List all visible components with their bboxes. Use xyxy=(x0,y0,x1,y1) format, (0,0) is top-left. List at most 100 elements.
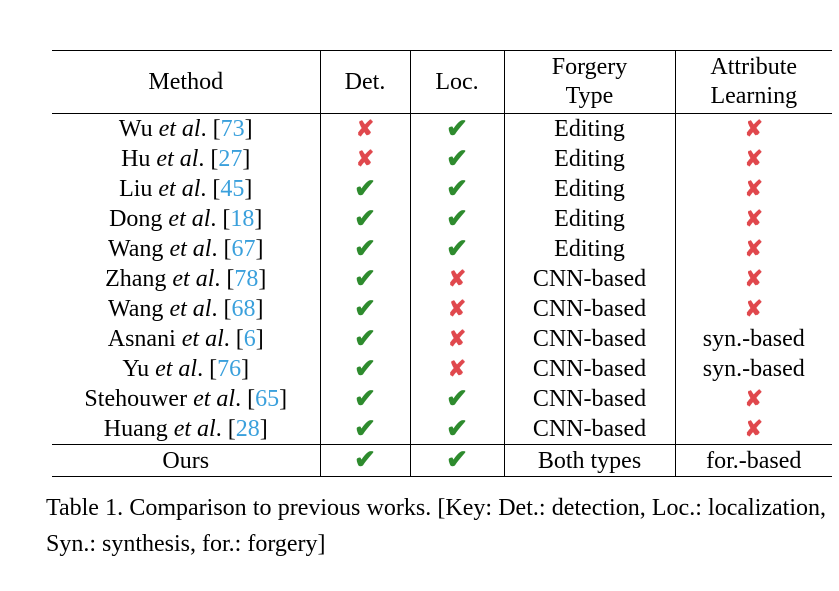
et-al: et al xyxy=(181,326,224,352)
cross-icon: ✘ xyxy=(744,416,763,441)
table-row: Yu et al. [76] ✔ ✘ CNN-based syn.-based xyxy=(52,354,832,384)
header-attr-line1: Attribute xyxy=(710,54,798,80)
method-name: Dong xyxy=(109,206,163,232)
citation-link[interactable]: [76] xyxy=(209,356,250,382)
citation-number[interactable]: 73 xyxy=(220,116,245,142)
header-forgery-type: Forgery Type xyxy=(504,50,676,114)
citation-link[interactable]: [67] xyxy=(223,236,264,262)
citation-link[interactable]: [78] xyxy=(226,266,267,292)
loc-cell: ✔ xyxy=(410,414,505,445)
et-al-dot: . xyxy=(215,416,222,442)
et-al-dot: . xyxy=(197,356,204,382)
table-row: Zhang et al. [78] ✔ ✘ CNN-based ✘ xyxy=(52,264,832,294)
attr-cell: ✘ xyxy=(675,414,832,445)
loc-cell-ours: ✔ xyxy=(410,444,505,477)
check-icon: ✔ xyxy=(446,233,468,263)
citation-number[interactable]: 78 xyxy=(234,266,259,292)
method-cell: Wang et al. [68] xyxy=(52,294,321,324)
comparison-table: Method Det. Loc. Forgery Type Attribute … xyxy=(52,50,832,477)
check-icon: ✔ xyxy=(354,173,376,203)
table-ours-body: Ours ✔ ✔ Both types for.-based xyxy=(52,444,832,477)
citation-link[interactable]: [73] xyxy=(212,116,253,142)
et-al: et al xyxy=(169,296,212,322)
table-row-ours: Ours ✔ ✔ Both types for.-based xyxy=(52,444,832,477)
et-al: et al xyxy=(173,416,216,442)
type-cell: Editing xyxy=(504,174,676,204)
method-name: Wang xyxy=(108,296,164,322)
citation-number[interactable]: 18 xyxy=(230,206,255,232)
check-icon: ✔ xyxy=(354,203,376,233)
attr-cell: syn.-based xyxy=(675,354,832,384)
et-al-dot: . xyxy=(198,146,205,172)
et-al-dot: . xyxy=(235,386,242,412)
et-al: et al xyxy=(193,386,236,412)
citation-number[interactable]: 76 xyxy=(217,356,242,382)
type-cell-ours: Both types xyxy=(504,444,676,477)
type-cell: CNN-based xyxy=(504,384,676,414)
citation-link[interactable]: [6] xyxy=(235,326,264,352)
et-al: et al xyxy=(155,356,198,382)
method-cell: Dong et al. [18] xyxy=(52,204,321,234)
method-cell: Wang et al. [67] xyxy=(52,234,321,264)
citation-link[interactable]: [18] xyxy=(222,206,263,232)
attr-cell: ✘ xyxy=(675,264,832,294)
citation-number[interactable]: 65 xyxy=(255,386,280,412)
cross-icon: ✘ xyxy=(744,236,763,261)
citation-link[interactable]: [45] xyxy=(212,176,253,202)
attr-cell: ✘ xyxy=(675,114,832,145)
attr-cell: ✘ xyxy=(675,144,832,174)
check-icon: ✔ xyxy=(446,113,468,143)
attr-cell: ✘ xyxy=(675,234,832,264)
loc-cell: ✘ xyxy=(410,324,505,354)
cross-icon: ✘ xyxy=(744,296,763,321)
det-cell: ✔ xyxy=(320,173,411,204)
header-forgery-type-line2: Type xyxy=(565,83,614,109)
loc-cell: ✔ xyxy=(410,113,505,144)
det-cell: ✔ xyxy=(320,384,411,414)
det-cell: ✘ xyxy=(320,144,411,174)
method-name: Wang xyxy=(108,236,164,262)
det-cell: ✘ xyxy=(320,113,411,144)
type-cell: CNN-based xyxy=(504,354,676,384)
comparison-table-container: Method Det. Loc. Forgery Type Attribute … xyxy=(52,50,832,477)
cross-icon: ✘ xyxy=(447,326,467,351)
header-method: Method xyxy=(52,50,321,114)
header-det: Det. xyxy=(320,50,411,114)
type-cell: Editing xyxy=(504,234,676,264)
attr-cell: syn.-based xyxy=(675,324,832,354)
check-icon: ✔ xyxy=(354,445,376,474)
method-cell: Stehouwer et al. [65] xyxy=(52,384,321,414)
et-al-dot: . xyxy=(214,266,221,292)
type-cell: Editing xyxy=(504,204,676,234)
table-header-row: Method Det. Loc. Forgery Type Attribute … xyxy=(52,50,832,114)
citation-number[interactable]: 45 xyxy=(220,176,245,202)
check-icon: ✔ xyxy=(446,173,468,203)
attr-cell: ✘ xyxy=(675,204,832,234)
check-icon: ✔ xyxy=(354,353,376,383)
citation-link[interactable]: [65] xyxy=(247,386,288,412)
citation-number[interactable]: 6 xyxy=(243,326,256,352)
citation-number[interactable]: 68 xyxy=(231,296,256,322)
method-cell: Wu et al. [73] xyxy=(52,113,321,144)
et-al: et al xyxy=(168,206,211,232)
citation-number[interactable]: 28 xyxy=(235,416,260,442)
method-cell: Asnani et al. [6] xyxy=(52,324,321,354)
citation-number[interactable]: 27 xyxy=(218,146,243,172)
table-row: Stehouwer et al. [65] ✔ ✔ CNN-based ✘ xyxy=(52,384,832,414)
cross-icon: ✘ xyxy=(447,296,467,321)
det-cell: ✔ xyxy=(320,234,411,264)
cross-icon: ✘ xyxy=(744,116,763,141)
et-al: et al xyxy=(172,266,215,292)
citation-link[interactable]: [68] xyxy=(223,296,264,322)
citation-number[interactable]: 67 xyxy=(231,236,256,262)
citation-link[interactable]: [27] xyxy=(210,146,251,172)
attr-cell: ✘ xyxy=(675,174,832,204)
det-cell: ✔ xyxy=(320,203,411,234)
header-loc: Loc. xyxy=(410,50,505,114)
method-name: Stehouwer xyxy=(84,386,188,412)
table-body: Wu et al. [73] ✘ ✔ Editing ✘ Hu et al. [27] ✘ ✔… xyxy=(52,113,832,445)
header-forgery-type-line1: Forgery xyxy=(551,54,628,80)
table-row: Asnani et al. [6] ✔ ✘ CNN-based syn.-based xyxy=(52,324,832,354)
citation-link[interactable]: [28] xyxy=(227,416,268,442)
header-attr-line2: Learning xyxy=(710,83,798,109)
